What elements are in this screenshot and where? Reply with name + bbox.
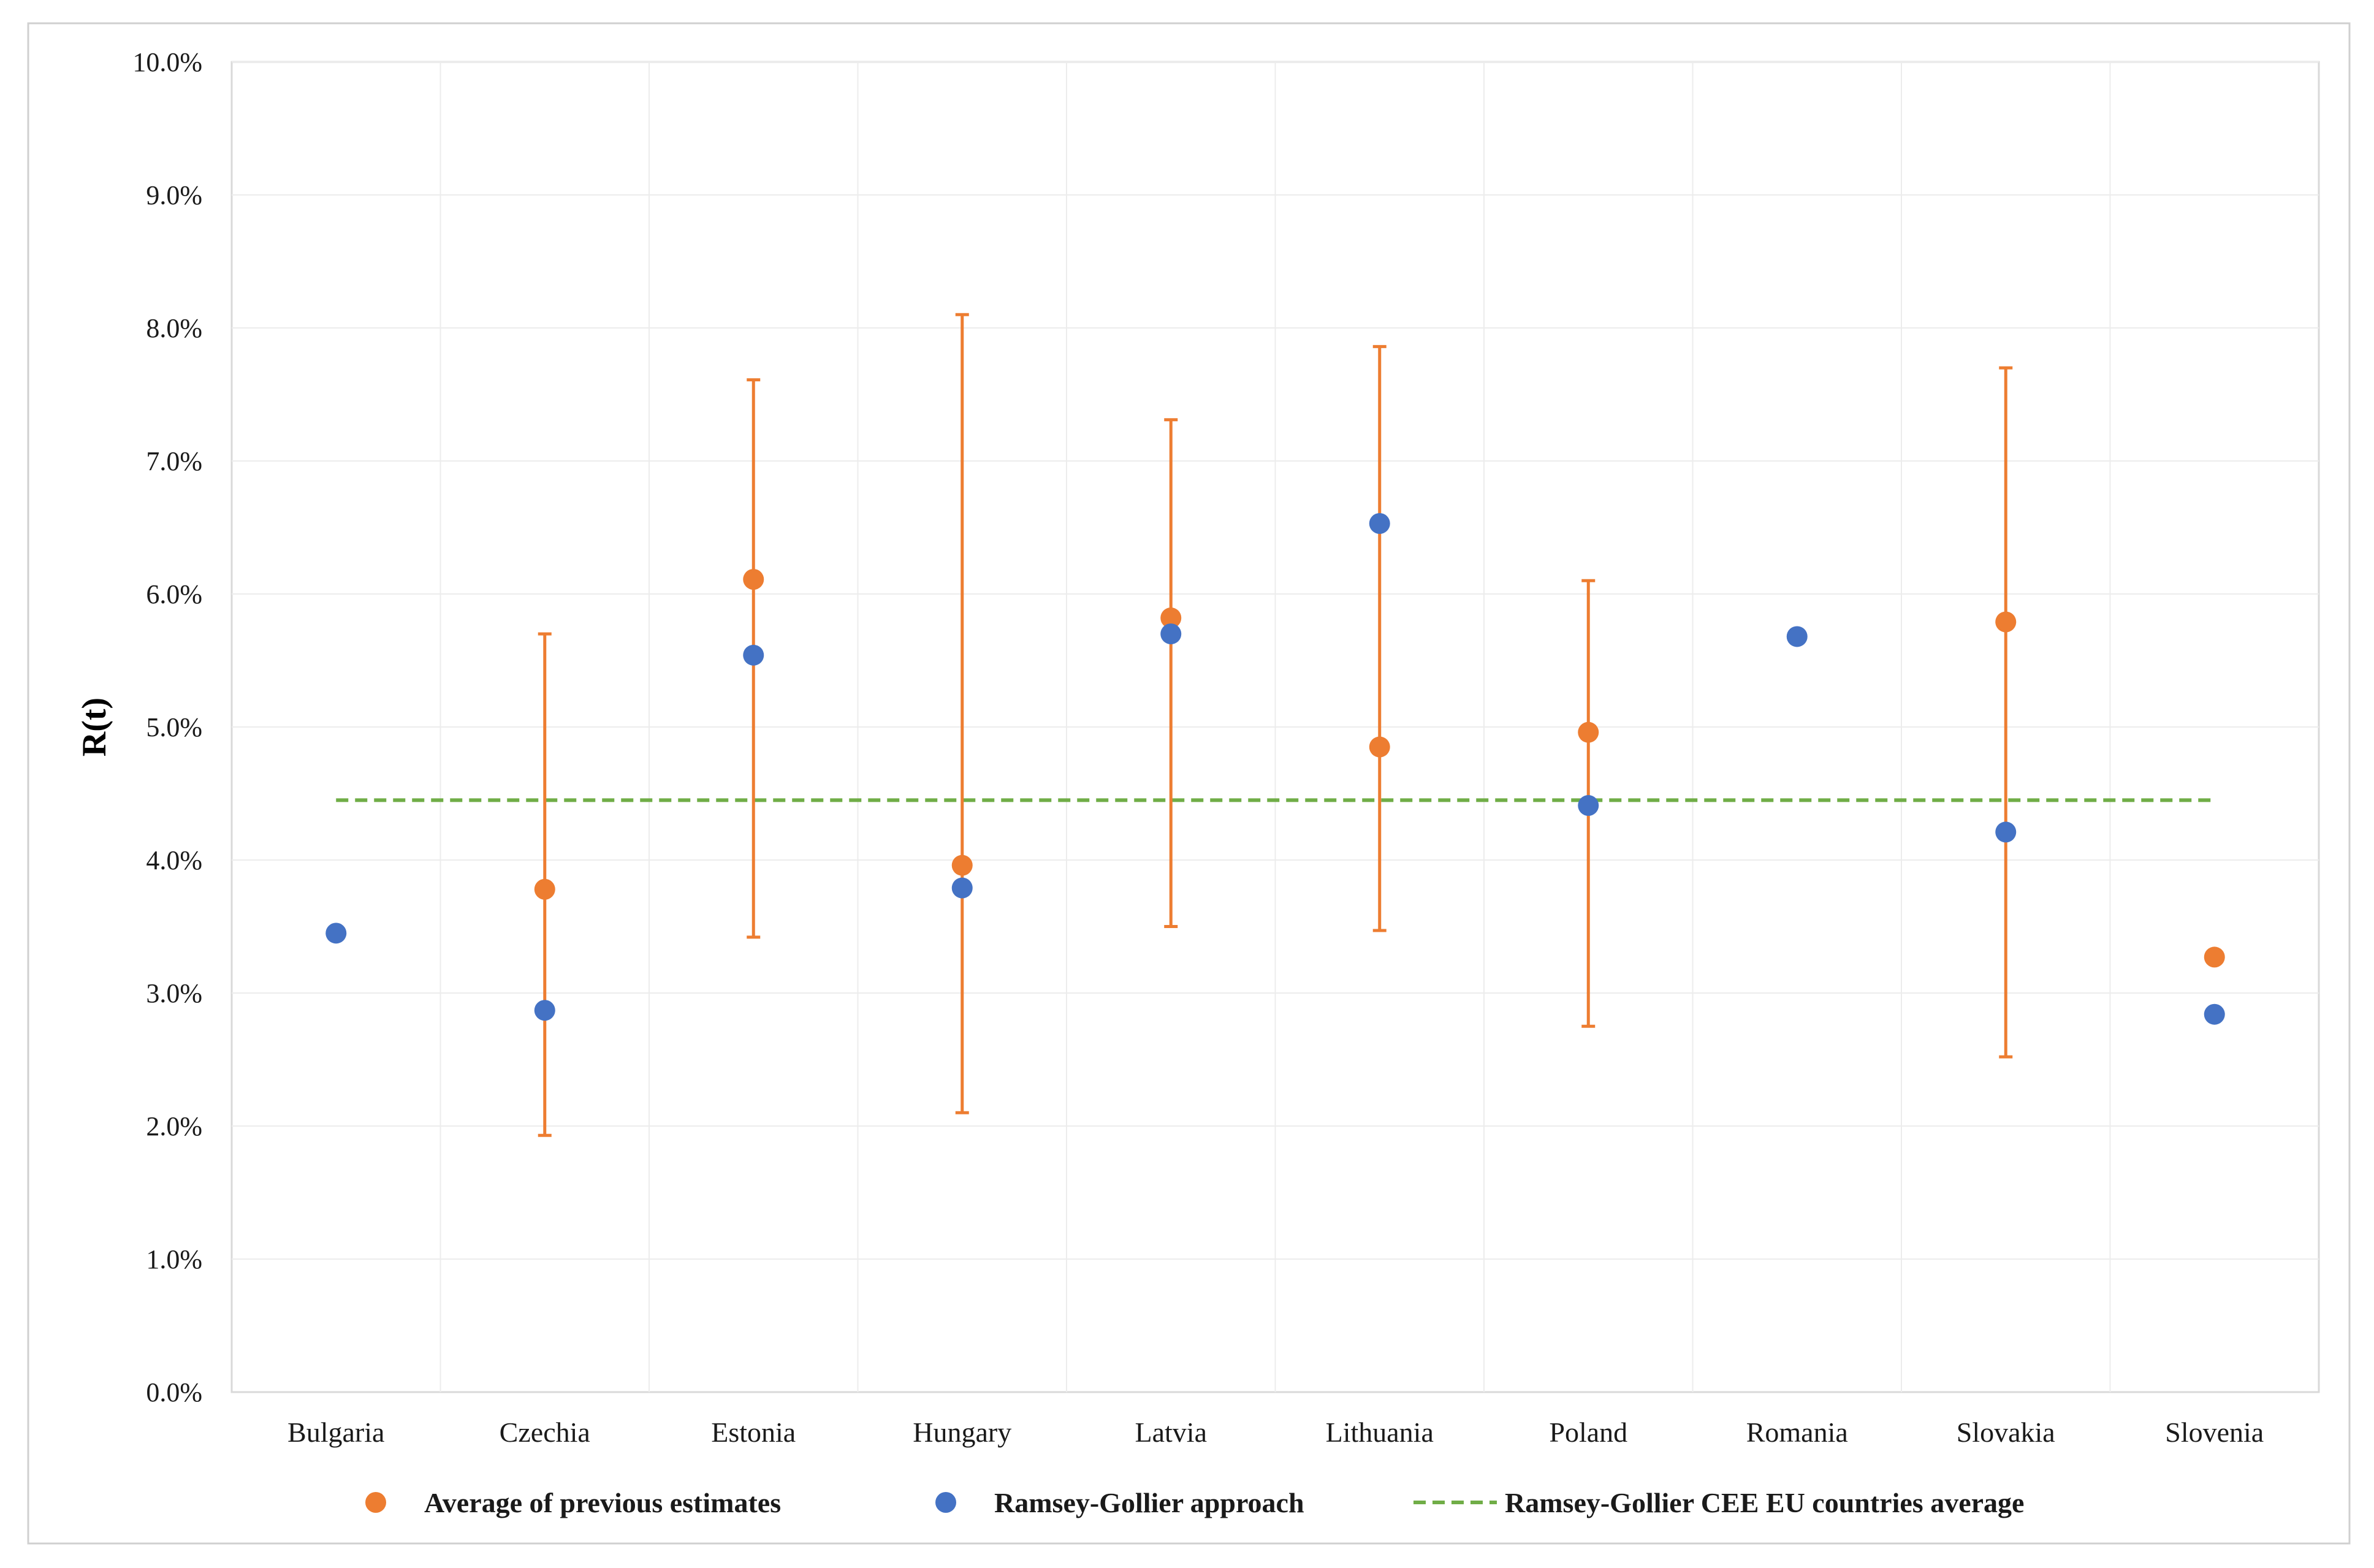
chart-border xyxy=(27,22,2351,1545)
y-axis-title: R(t) xyxy=(75,698,113,756)
ramsey-gollier-point xyxy=(325,923,347,944)
average-estimate-point xyxy=(743,569,764,590)
ramsey-gollier-point xyxy=(1160,623,1182,645)
gridlines xyxy=(232,61,2319,1392)
y-tick-label: 1.0% xyxy=(146,1244,202,1274)
average-estimate-point xyxy=(1369,736,1390,758)
ramsey-gollier-point xyxy=(1578,795,1599,816)
data-points xyxy=(325,512,2225,1025)
y-tick-label: 2.0% xyxy=(146,1111,202,1141)
average-estimate-point xyxy=(1160,607,1182,629)
x-category-label: Romania xyxy=(1746,1417,1848,1448)
x-category-label: Poland xyxy=(1549,1417,1627,1448)
x-category-label: Latvia xyxy=(1135,1417,1208,1448)
x-category-label: Hungary xyxy=(913,1417,1011,1448)
ramsey-gollier-point xyxy=(1995,821,2017,843)
y-tick-label: 5.0% xyxy=(146,712,202,742)
y-axis-tick-labels: 0.0% 1.0% 2.0% 3.0% 4.0% 5.0% 6.0% 7.0% 8.0% 9.0%… xyxy=(132,47,202,1407)
y-tick-label: 0.0% xyxy=(146,1377,202,1407)
average-estimate-point xyxy=(2204,946,2225,968)
average-estimate-point xyxy=(534,878,555,900)
x-category-label: Czechia xyxy=(500,1417,590,1448)
legend-marker-average-estimates xyxy=(365,1492,386,1513)
ramsey-gollier-point xyxy=(2204,1003,2225,1025)
average-estimate-point xyxy=(951,854,973,876)
y-tick-label: 7.0% xyxy=(146,446,202,476)
legend: Average of previous estimates Ramsey-Goll… xyxy=(365,1487,2024,1518)
ramsey-gollier-point xyxy=(1786,626,1808,647)
legend-label-ramsey-gollier: Ramsey-Gollier approach xyxy=(994,1487,1304,1518)
ramsey-gollier-point xyxy=(951,877,973,899)
x-category-label: Lithuania xyxy=(1326,1417,1434,1448)
y-tick-label: 3.0% xyxy=(146,978,202,1008)
x-axis-category-labels: Bulgaria Czechia Estonia Hungary Latvia Lithu… xyxy=(287,1417,2264,1448)
y-tick-label: 9.0% xyxy=(146,180,202,210)
y-tick-label: 10.0% xyxy=(132,47,202,77)
y-tick-label: 6.0% xyxy=(146,579,202,609)
x-category-label: Estonia xyxy=(711,1417,796,1448)
legend-label-average-estimates: Average of previous estimates xyxy=(424,1487,781,1518)
y-tick-label: 8.0% xyxy=(146,313,202,343)
x-category-label: Bulgaria xyxy=(287,1417,384,1448)
x-category-label: Slovakia xyxy=(1957,1417,2055,1448)
legend-label-cee-average: Ramsey-Gollier CEE EU countries average xyxy=(1505,1487,2024,1518)
error-bars xyxy=(538,313,2013,1137)
legend-marker-ramsey-gollier xyxy=(935,1492,956,1513)
ramsey-gollier-point xyxy=(1369,512,1390,534)
ramsey-gollier-point xyxy=(743,644,764,666)
y-tick-label: 4.0% xyxy=(146,845,202,875)
x-category-label: Slovenia xyxy=(2165,1417,2264,1448)
ramsey-gollier-point xyxy=(534,1000,555,1021)
average-estimate-point xyxy=(1578,721,1599,743)
average-estimate-point xyxy=(1995,611,2017,633)
